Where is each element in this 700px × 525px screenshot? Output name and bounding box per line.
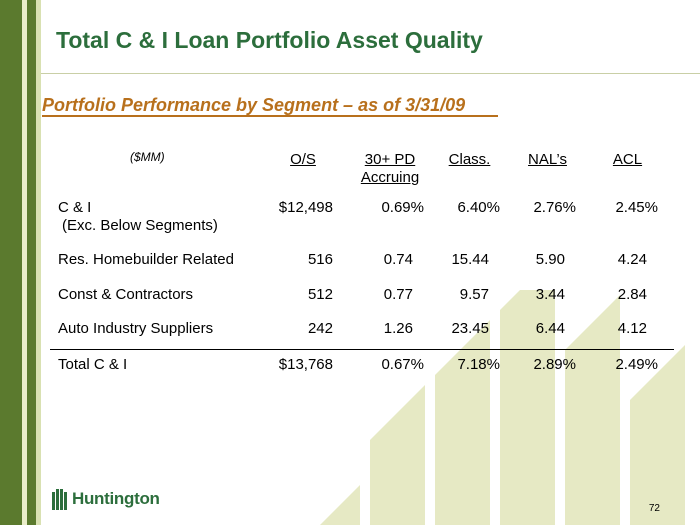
cell-acl: 4.24 — [617, 251, 647, 268]
cell-class: 7.18% — [457, 356, 500, 373]
cell-nals: 3.44 — [535, 286, 565, 303]
row-label: C & I — [58, 199, 92, 216]
logo-wordmark: Huntington — [72, 489, 160, 508]
left-stripe — [36, 0, 41, 525]
title-divider — [41, 73, 700, 74]
cell-acl: 2.49% — [615, 356, 658, 373]
cell-os: $13,768 — [278, 356, 333, 373]
units-label: ($MM) — [130, 150, 165, 164]
section-subtitle: Portfolio Performance by Segment – as of… — [42, 95, 466, 115]
row-label: Auto Industry Suppliers — [58, 320, 214, 337]
page-number: 72 — [648, 503, 660, 514]
total-divider — [50, 349, 674, 350]
cell-30pd: 0.69% — [381, 199, 424, 216]
col-header-acl: ACL — [612, 151, 643, 168]
col-header-class: Class. — [448, 151, 491, 168]
cell-30pd: 0.74 — [383, 251, 413, 268]
left-stripe — [27, 0, 36, 525]
cell-class: 23.45 — [451, 320, 489, 337]
cell-30pd: 0.67% — [381, 356, 424, 373]
cell-nals: 2.76% — [533, 199, 576, 216]
left-stripe — [0, 0, 22, 525]
left-stripe — [22, 0, 27, 525]
cell-class: 9.57 — [459, 286, 489, 303]
row-label: Res. Homebuilder Related — [58, 251, 234, 268]
page-title: Total C & I Loan Portfolio Asset Quality — [56, 27, 483, 53]
row-sublabel: (Exc. Below Segments) — [62, 217, 218, 234]
total-label: Total C & I — [58, 356, 128, 373]
subtitle-underline — [42, 115, 498, 117]
cell-class: 15.44 — [451, 251, 489, 268]
cell-class: 6.40% — [457, 199, 500, 216]
cell-30pd: 0.77 — [383, 286, 413, 303]
huntington-logo: Huntington — [52, 488, 160, 510]
cell-os: $12,498 — [278, 199, 333, 216]
cell-os: 242 — [307, 320, 333, 337]
cell-30pd: 1.26 — [383, 320, 413, 337]
cell-nals: 2.89% — [533, 356, 576, 373]
cell-acl: 2.45% — [615, 199, 658, 216]
cell-os: 512 — [307, 286, 333, 303]
col-header-30pd: 30+ PD — [364, 151, 416, 168]
cell-acl: 2.84 — [617, 286, 647, 303]
col-header-nals: NAL’s — [528, 151, 567, 168]
cell-acl: 4.12 — [617, 320, 647, 337]
col-header-30pd-accruing: Accruing — [360, 169, 420, 186]
cell-nals: 6.44 — [535, 320, 565, 337]
cell-nals: 5.90 — [535, 251, 565, 268]
col-header-os: O/S — [290, 151, 316, 168]
row-label: Const & Contractors — [58, 286, 194, 303]
watermark-graphic — [320, 290, 685, 525]
cell-os: 516 — [307, 251, 333, 268]
huntington-logo-icon — [52, 489, 67, 510]
